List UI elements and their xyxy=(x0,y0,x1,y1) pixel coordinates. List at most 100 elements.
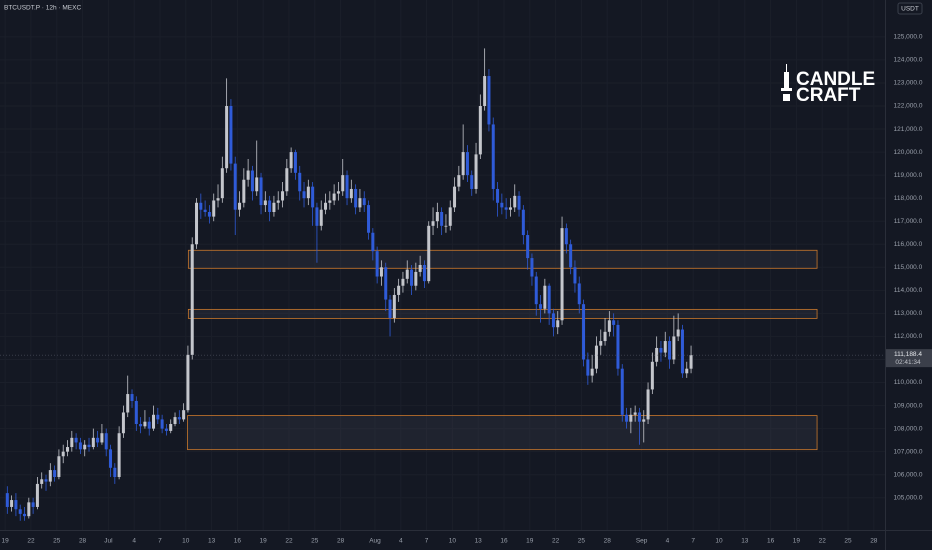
candle-body xyxy=(96,437,100,443)
candle-body xyxy=(680,329,684,374)
x-tick-label: 7 xyxy=(158,538,162,545)
x-tick-label: 25 xyxy=(844,538,852,545)
candle-body xyxy=(633,412,637,415)
candle-body xyxy=(349,188,353,199)
candle-body xyxy=(324,202,328,210)
last-price-tag xyxy=(886,349,932,368)
logo-icon xyxy=(781,88,792,91)
logo-text: CRAFT xyxy=(796,85,861,106)
candle-body xyxy=(444,225,448,227)
candle-body xyxy=(689,355,693,369)
candle-body xyxy=(414,271,418,286)
candle-body xyxy=(668,341,672,360)
candle-body xyxy=(500,202,504,208)
y-tick-label: 107,000.0 xyxy=(894,448,923,455)
logo: CANDLE CRAFT xyxy=(781,64,875,106)
candle-body xyxy=(169,424,173,431)
candle-body xyxy=(607,320,611,332)
y-tick-label: 108,000.0 xyxy=(894,425,923,432)
logo-icon xyxy=(783,94,790,101)
y-tick-label: 110,000.0 xyxy=(894,379,923,386)
y-tick-label: 115,000.0 xyxy=(894,264,923,271)
candle-body xyxy=(504,207,508,210)
candle-body xyxy=(401,278,405,286)
candle-body xyxy=(367,205,371,233)
x-tick-label: 28 xyxy=(604,538,612,545)
countdown: 02:41:34 xyxy=(895,359,921,366)
y-tick-label: 112,000.0 xyxy=(894,333,923,340)
candle-body xyxy=(646,389,650,420)
candle-body xyxy=(61,451,65,457)
x-tick-label: 28 xyxy=(337,538,345,545)
candle-body xyxy=(113,467,117,477)
candle-body xyxy=(427,225,431,282)
logo-icon xyxy=(786,64,787,72)
x-tick-label: 25 xyxy=(53,538,61,545)
candle-body xyxy=(547,285,551,314)
x-tick-label: 19 xyxy=(2,538,10,545)
candle-body xyxy=(78,442,82,450)
candle-body xyxy=(216,198,220,201)
zone xyxy=(187,415,818,451)
candle-body xyxy=(487,76,491,125)
x-tick-label: 10 xyxy=(715,538,723,545)
x-tick-label: 19 xyxy=(526,538,534,545)
candle-body xyxy=(57,456,61,477)
candle-body xyxy=(650,361,654,390)
candle-body xyxy=(388,299,392,318)
currency[interactable]: USDT xyxy=(901,6,919,13)
candle-body xyxy=(435,212,439,222)
candle-body xyxy=(534,276,538,305)
y-tick-label: 122,000.0 xyxy=(894,103,923,110)
candle-body xyxy=(203,209,207,212)
x-tick-label: 28 xyxy=(79,538,87,545)
candle-body xyxy=(130,394,134,401)
candle-body xyxy=(40,479,44,484)
candle-body xyxy=(332,193,336,201)
candle-body xyxy=(147,421,151,429)
candle-body xyxy=(48,470,52,482)
zone xyxy=(187,308,818,319)
candle-body xyxy=(18,509,22,514)
x-tick-label: 16 xyxy=(767,538,775,545)
y-tick-label: 125,000.0 xyxy=(894,34,923,41)
candle-body xyxy=(233,163,237,210)
candle-body xyxy=(182,410,186,420)
x-tick-label: 10 xyxy=(182,538,190,545)
candle-body xyxy=(676,329,680,337)
candle-body xyxy=(117,433,121,477)
candle-body xyxy=(246,170,250,180)
candle-body xyxy=(160,419,164,429)
candle-body xyxy=(302,191,306,199)
x-tick-label: 16 xyxy=(500,538,508,545)
x-tick-label: 7 xyxy=(425,538,429,545)
candle-body xyxy=(371,232,375,252)
currency-box[interactable] xyxy=(897,2,923,15)
candle-body xyxy=(410,269,414,286)
y-tick-label: 106,000.0 xyxy=(894,471,923,478)
x-tick-label: 13 xyxy=(475,538,483,545)
candle-body xyxy=(177,417,181,420)
x-tick-label: 22 xyxy=(285,538,293,545)
candle-body xyxy=(315,207,319,226)
candle-body xyxy=(379,267,383,277)
candle-body xyxy=(620,368,624,415)
candle-body xyxy=(582,304,586,360)
candle-body xyxy=(27,502,31,517)
x-tick-label: 16 xyxy=(234,538,242,545)
candle-body xyxy=(14,500,18,510)
candle-body xyxy=(431,221,435,226)
x-tick-label: 22 xyxy=(27,538,35,545)
x-tick-label: 4 xyxy=(666,538,670,545)
candle-body xyxy=(268,200,272,212)
candle-body xyxy=(392,294,396,318)
logo-icon xyxy=(784,72,789,88)
y-tick-label: 116,000.0 xyxy=(894,241,923,248)
candle-body xyxy=(354,188,358,208)
y-tick-label: 119,000.0 xyxy=(894,172,923,179)
y-tick-label: 113,000.0 xyxy=(894,310,923,317)
candle-body xyxy=(87,444,91,448)
x-tick-label: 4 xyxy=(399,538,403,545)
